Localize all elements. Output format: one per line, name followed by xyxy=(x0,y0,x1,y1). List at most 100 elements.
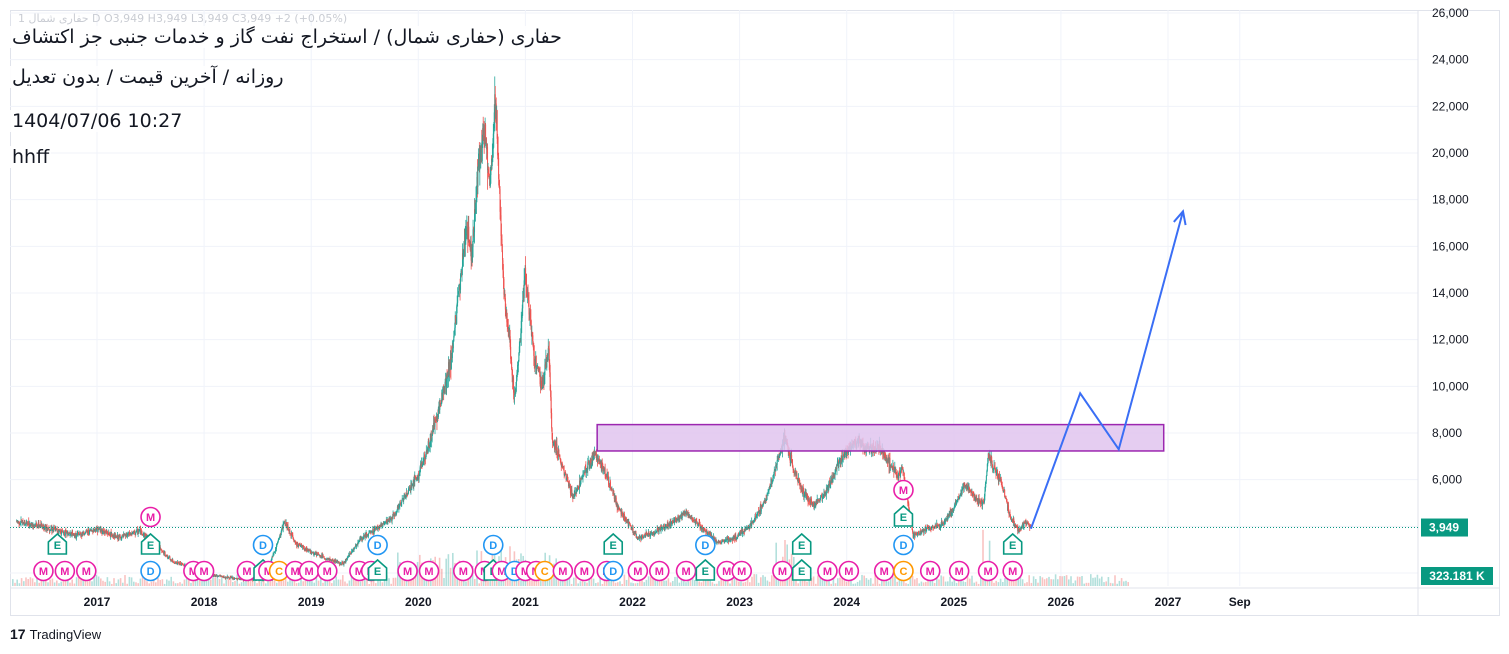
volume-bar xyxy=(111,583,113,586)
candle-body xyxy=(307,548,309,551)
candle-body xyxy=(465,226,467,229)
dividend-event-icon[interactable]: D xyxy=(893,534,914,556)
candle-body xyxy=(701,526,703,528)
meeting-event-icon[interactable]: M xyxy=(817,560,838,582)
meeting-event-icon[interactable]: M xyxy=(54,560,76,582)
candle-body xyxy=(276,543,278,544)
dividend-event-icon[interactable]: D xyxy=(140,560,161,582)
volume-bar xyxy=(687,581,689,586)
meeting-event-icon[interactable]: M xyxy=(33,560,54,582)
earnings-event-icon[interactable]: E xyxy=(695,558,716,581)
candle-body xyxy=(498,157,500,179)
candle-body xyxy=(884,453,886,457)
volume-bar xyxy=(711,582,714,586)
candle-body xyxy=(948,513,950,516)
meeting-event-icon[interactable]: M xyxy=(298,560,320,582)
candle-body xyxy=(539,372,541,385)
earnings-event-icon[interactable]: E xyxy=(893,504,914,527)
earnings-event-icon[interactable]: E xyxy=(367,558,388,581)
meeting-event-icon[interactable]: M xyxy=(418,560,440,582)
tradingview-footer[interactable]: 17 TradingView xyxy=(10,626,101,642)
candle-body xyxy=(928,526,930,530)
candle-body xyxy=(698,522,700,524)
earnings-event-icon[interactable]: E xyxy=(140,532,161,555)
volume-bar xyxy=(1112,583,1114,586)
meeting-event-icon[interactable]: M xyxy=(397,560,418,582)
candle-body xyxy=(916,535,918,536)
candle-body xyxy=(935,524,937,527)
candle-body xyxy=(390,518,392,520)
meeting-event-icon[interactable]: M xyxy=(452,560,474,582)
volume-bar xyxy=(1127,582,1129,586)
chart-frame[interactable] xyxy=(10,10,1500,616)
corporate-event-icon[interactable]: C xyxy=(893,560,914,582)
meeting-event-icon[interactable]: M xyxy=(574,560,595,582)
candle-body xyxy=(912,529,914,533)
meeting-event-icon[interactable]: M xyxy=(838,560,860,582)
dividend-event-icon[interactable]: D xyxy=(602,560,624,582)
meeting-event-icon[interactable]: M xyxy=(731,560,753,582)
x-tick-label: 2027 xyxy=(1155,595,1182,609)
meeting-event-icon[interactable]: M xyxy=(193,560,215,582)
meeting-event-icon[interactable]: M xyxy=(977,560,999,582)
candle-body xyxy=(229,578,231,580)
dividend-event-icon[interactable]: D xyxy=(482,534,504,556)
candle-body xyxy=(520,333,522,341)
volume-bar xyxy=(573,577,575,586)
candle-body xyxy=(534,361,536,363)
earnings-event-icon[interactable]: E xyxy=(47,532,68,555)
volume-bar xyxy=(953,577,956,586)
candle-body xyxy=(648,532,650,535)
meeting-event-icon[interactable]: M xyxy=(948,560,970,582)
meeting-event-icon[interactable]: M xyxy=(1002,560,1024,582)
candle-body xyxy=(446,374,448,387)
volume-bar xyxy=(1061,576,1063,586)
meeting-event-icon[interactable]: M xyxy=(75,560,97,582)
volume-bar xyxy=(1085,582,1088,586)
candle-body xyxy=(283,523,285,524)
candle-body xyxy=(790,459,792,463)
dividend-event-icon[interactable]: D xyxy=(695,534,716,556)
volume-bar xyxy=(42,579,45,586)
candle-body xyxy=(1030,525,1032,528)
candle-body xyxy=(180,562,182,565)
earnings-event-icon[interactable]: E xyxy=(603,532,624,555)
candle-body xyxy=(481,139,483,161)
volume-bar xyxy=(216,576,219,586)
meeting-event-icon[interactable]: M xyxy=(873,560,895,582)
candle-body xyxy=(497,155,499,158)
meeting-event-icon[interactable]: M xyxy=(648,560,670,582)
volume-bar xyxy=(766,580,769,586)
candle-body xyxy=(50,528,52,530)
candle-body xyxy=(1001,483,1003,485)
candle-body xyxy=(830,479,832,485)
candle-body xyxy=(963,484,965,489)
meeting-event-icon[interactable]: M xyxy=(140,506,161,528)
corporate-event-icon[interactable]: C xyxy=(534,560,555,582)
meeting-event-icon[interactable]: M xyxy=(316,560,338,582)
meeting-event-icon[interactable]: M xyxy=(552,560,574,582)
volume-bar xyxy=(683,579,685,586)
candle-body xyxy=(432,428,434,434)
candle-body xyxy=(1014,526,1016,527)
dividend-event-icon[interactable]: D xyxy=(367,534,388,556)
candle-body xyxy=(550,390,552,398)
meeting-event-icon[interactable]: M xyxy=(772,560,793,582)
candle-body xyxy=(405,496,407,498)
volume-bar xyxy=(663,580,665,586)
meeting-event-icon[interactable]: M xyxy=(627,560,649,582)
volume-bar xyxy=(64,577,67,586)
candle-body xyxy=(1017,527,1019,532)
earnings-event-icon[interactable]: E xyxy=(791,532,812,555)
candle-body xyxy=(406,492,408,497)
meeting-event-icon[interactable]: M xyxy=(919,560,941,582)
earnings-event-icon[interactable]: E xyxy=(791,558,812,581)
candle-body xyxy=(723,539,725,542)
meeting-event-icon[interactable]: M xyxy=(893,479,914,501)
meeting-event-icon[interactable]: M xyxy=(675,560,697,582)
dividend-event-icon[interactable]: D xyxy=(252,534,274,556)
candle-body xyxy=(537,366,539,371)
candle-body xyxy=(160,549,162,551)
earnings-event-icon[interactable]: E xyxy=(1002,532,1023,555)
